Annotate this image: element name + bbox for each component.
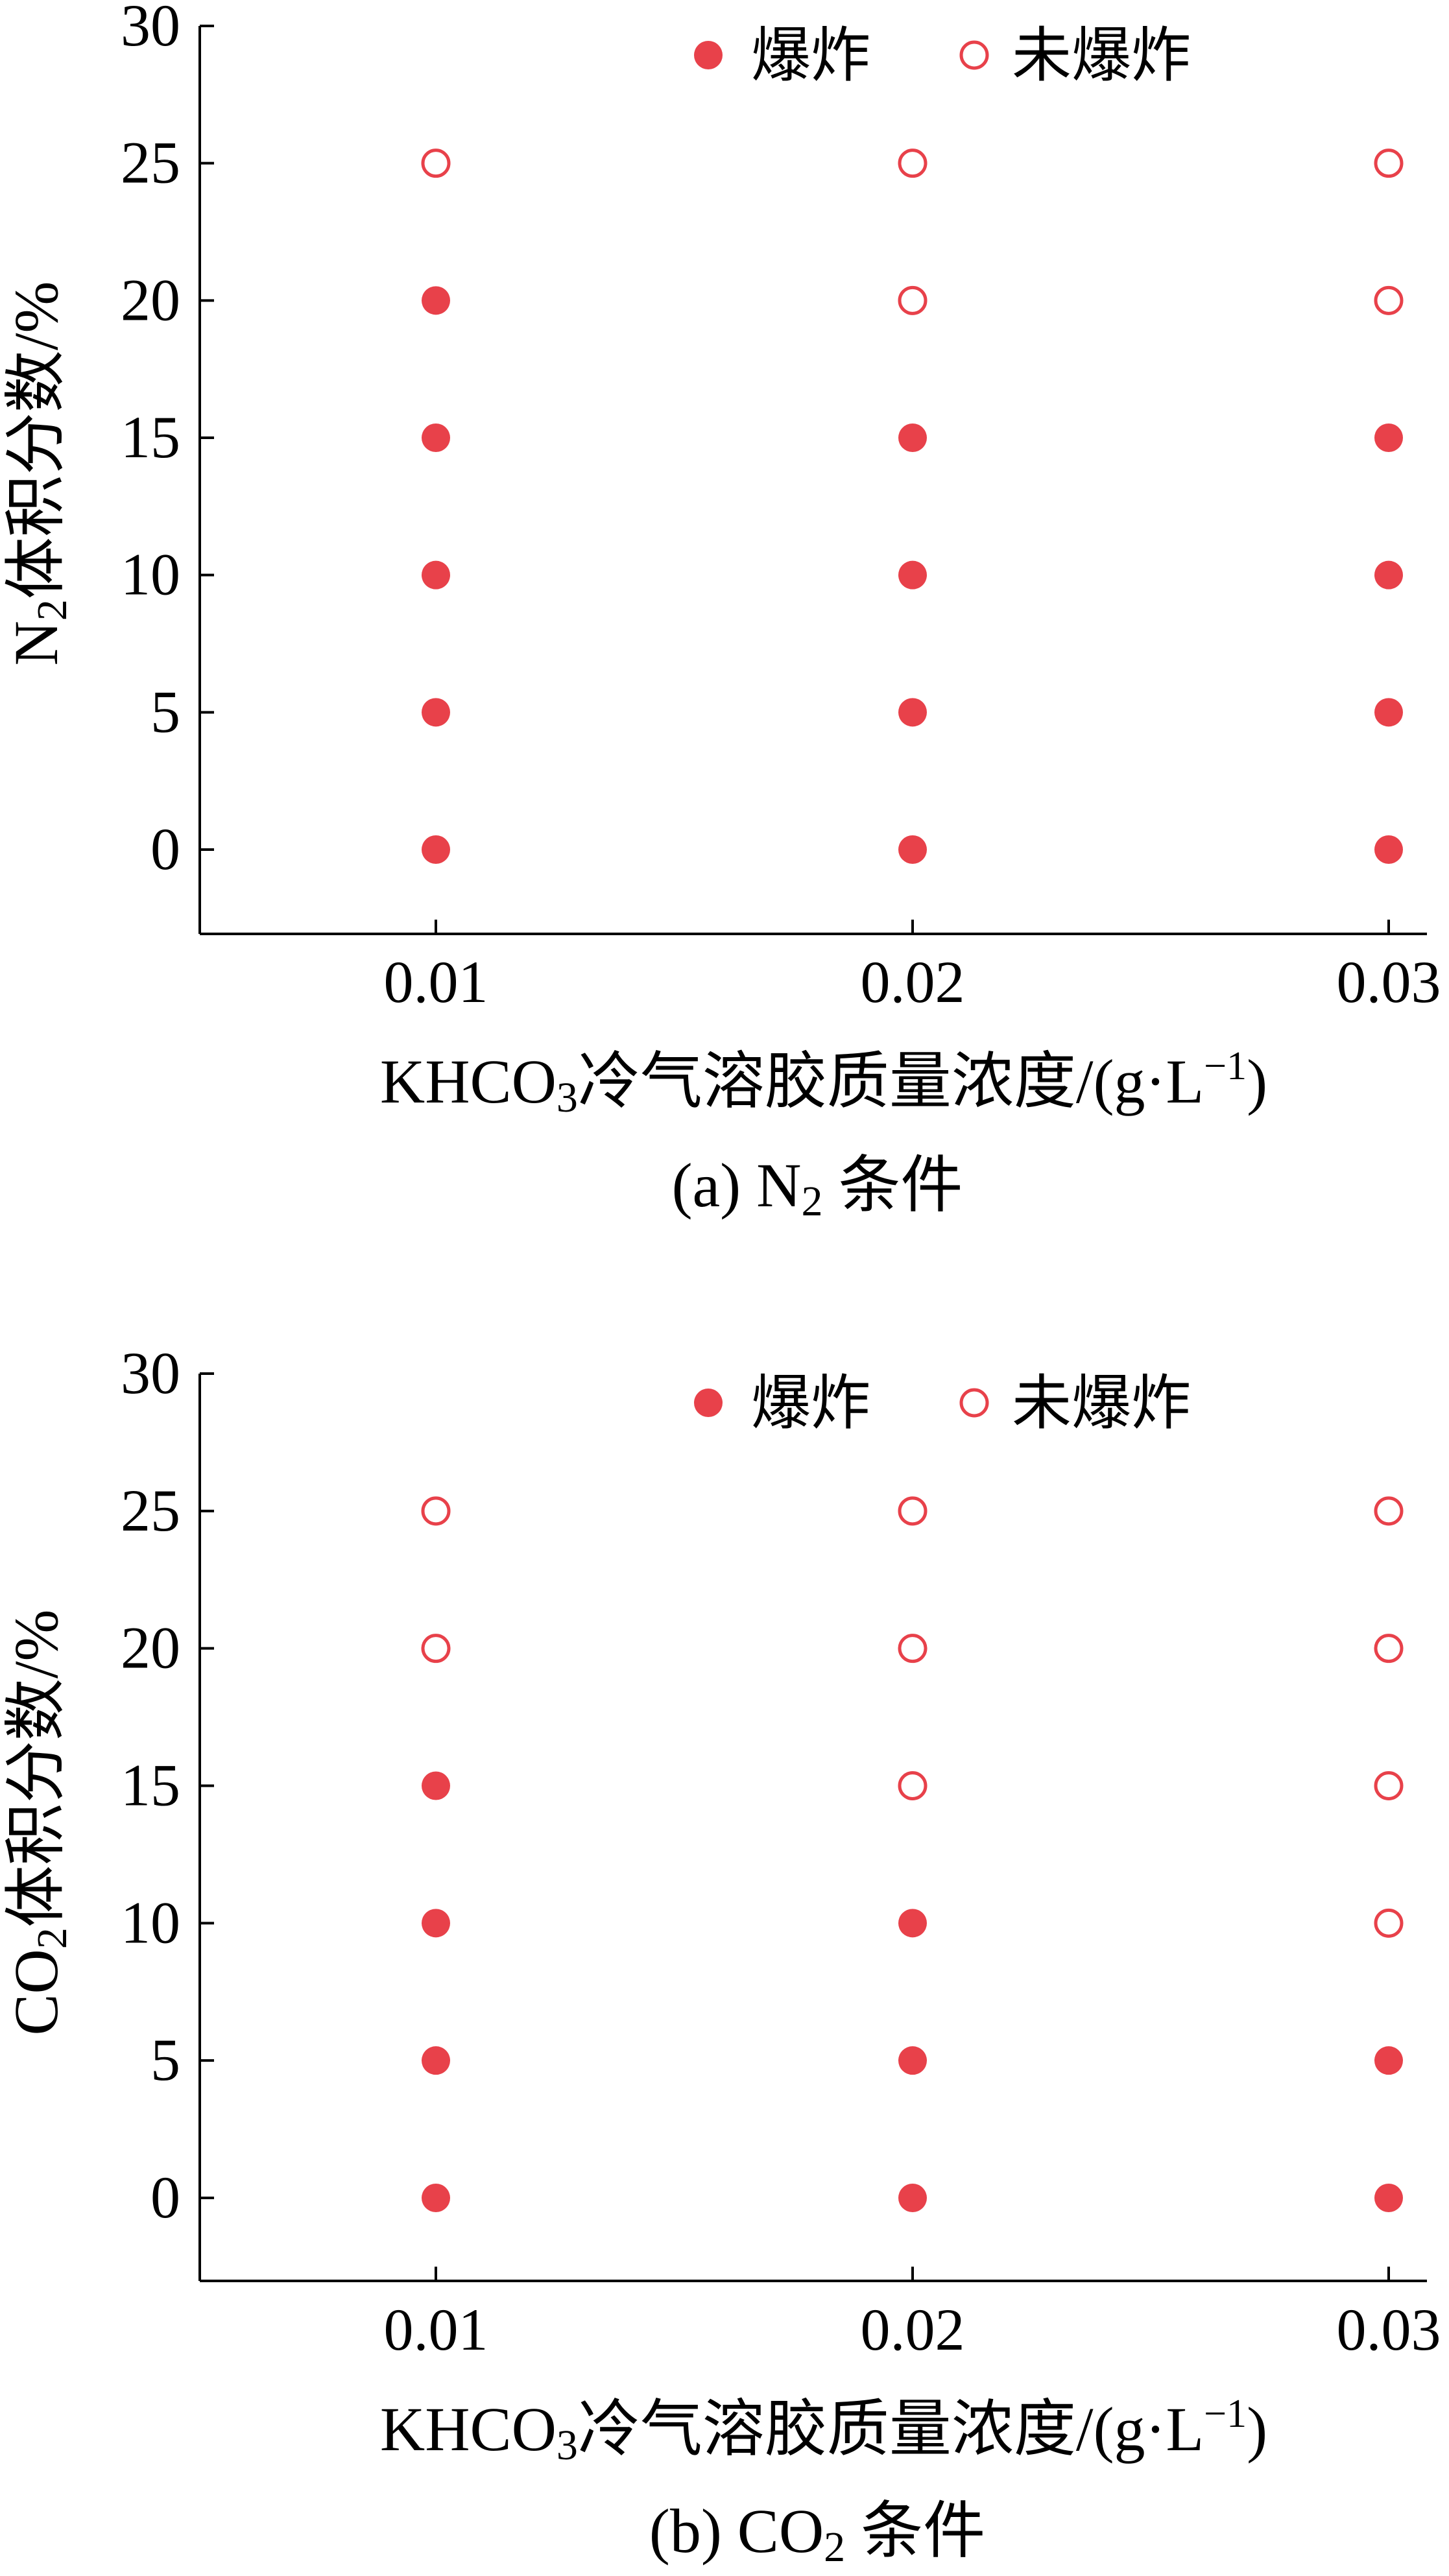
legend: 爆炸 未爆炸 xyxy=(694,1370,1191,1437)
point-exploded xyxy=(898,835,927,864)
panel-caption: (b) CO2 条件 xyxy=(649,2496,985,2571)
y-tick-label: 10 xyxy=(121,542,180,608)
point-not-exploded xyxy=(1374,149,1404,178)
y-tick-label: 15 xyxy=(121,404,180,470)
point-exploded xyxy=(422,2184,450,2212)
y-tick-label: 30 xyxy=(121,1340,180,1406)
legend-marker-not-exploded xyxy=(959,1388,989,1418)
point-exploded xyxy=(898,560,927,590)
x-tick-label: 0.03 xyxy=(1337,2296,1441,2363)
point-not-exploded xyxy=(898,1496,928,1526)
point-exploded xyxy=(1374,560,1403,590)
point-exploded xyxy=(898,2184,927,2212)
x-tick-label: 0.02 xyxy=(861,949,965,1015)
legend-label-exploded: 爆炸 xyxy=(751,23,870,89)
y-tick-label: 15 xyxy=(121,1752,180,1819)
x-tick-label: 0.03 xyxy=(1337,949,1441,1015)
y-axis-title: N2体积分数/% xyxy=(1,281,76,666)
legend-label-not-exploded: 未爆炸 xyxy=(1012,1370,1191,1437)
y-tick-label: 10 xyxy=(121,1889,180,1955)
point-not-exploded xyxy=(1374,1771,1404,1800)
legend-marker-exploded xyxy=(694,41,723,69)
point-exploded xyxy=(422,560,450,590)
y-tick-label: 5 xyxy=(150,678,180,745)
point-not-exploded xyxy=(898,1634,928,1664)
y-tick-label: 25 xyxy=(121,1477,180,1544)
point-not-exploded xyxy=(1374,1908,1404,1938)
legend-label-not-exploded: 未爆炸 xyxy=(1012,23,1191,89)
chart-panel-a: 0 5 10 15 20 25 30 0.01 0.02 0.03 爆炸 未爆炸 KHCO3冷气溶胶质量… xyxy=(1,0,1441,1225)
y-tick-label: 25 xyxy=(121,130,180,196)
legend-label-exploded: 爆炸 xyxy=(751,1370,870,1437)
point-exploded xyxy=(422,698,450,727)
y-tick-label: 0 xyxy=(150,2164,180,2230)
point-exploded xyxy=(422,423,450,452)
point-not-exploded xyxy=(1374,1496,1404,1526)
x-axis-title: KHCO3冷气溶胶质量浓度/(g·L−1) xyxy=(380,2392,1267,2469)
y-tick-label: 20 xyxy=(121,1615,180,1681)
y-tick-label: 20 xyxy=(121,267,180,333)
point-not-exploded xyxy=(1374,1634,1404,1664)
y-tick-label: 5 xyxy=(150,2027,180,2093)
point-exploded xyxy=(422,1909,450,1938)
point-not-exploded xyxy=(421,1634,451,1664)
point-exploded xyxy=(898,2046,927,2075)
panel-caption: (a) N2 条件 xyxy=(672,1151,963,1225)
point-not-exploded xyxy=(898,1771,928,1800)
point-not-exploded xyxy=(421,149,451,178)
point-exploded xyxy=(898,1909,927,1938)
point-exploded xyxy=(898,698,927,727)
legend-marker-exploded xyxy=(694,1389,723,1417)
point-not-exploded xyxy=(1374,285,1404,315)
point-not-exploded xyxy=(421,1496,451,1526)
legend-marker-not-exploded xyxy=(959,40,989,70)
y-axis-title: CO2体积分数/% xyxy=(1,1610,76,2036)
point-exploded xyxy=(422,286,450,315)
point-not-exploded xyxy=(898,285,928,315)
y-tick-label: 0 xyxy=(150,816,180,882)
point-exploded xyxy=(1374,835,1403,864)
chart-panel-b: 0 5 10 15 20 25 30 0.01 0.02 0.03 爆炸 未爆炸 KHCO3冷气溶胶质量… xyxy=(1,1340,1441,2571)
x-tick-label: 0.01 xyxy=(384,2296,488,2363)
legend: 爆炸 未爆炸 xyxy=(694,23,1191,89)
x-tick-label: 0.02 xyxy=(861,2296,965,2363)
point-not-exploded xyxy=(898,149,928,178)
point-exploded xyxy=(1374,698,1403,727)
point-exploded xyxy=(1374,2184,1403,2212)
y-tick-label: 30 xyxy=(121,0,180,58)
point-exploded xyxy=(422,2046,450,2075)
point-exploded xyxy=(422,835,450,864)
x-axis-title: KHCO3冷气溶胶质量浓度/(g·L−1) xyxy=(380,1044,1267,1121)
point-exploded xyxy=(1374,2046,1403,2075)
x-tick-label: 0.01 xyxy=(384,949,488,1015)
point-exploded xyxy=(898,423,927,452)
point-exploded xyxy=(422,1771,450,1800)
point-exploded xyxy=(1374,423,1403,452)
